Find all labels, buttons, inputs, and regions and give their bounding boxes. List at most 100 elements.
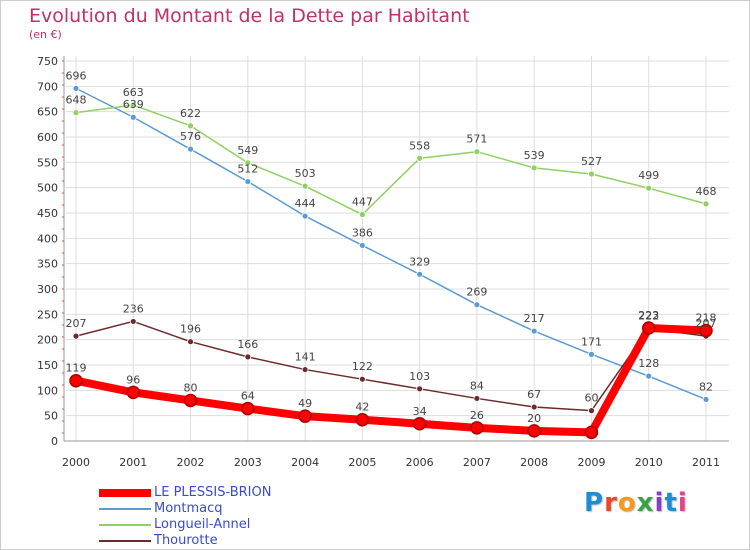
data-point — [301, 366, 309, 373]
data-label: 103 — [409, 370, 430, 383]
logo-letter: P — [584, 488, 605, 518]
data-point — [473, 148, 481, 156]
data-point — [412, 417, 427, 431]
legend-label: Montmacq — [154, 501, 223, 516]
x-tick-label: 2006 — [406, 456, 434, 469]
data-label: 222 — [638, 310, 659, 323]
data-point — [473, 301, 481, 309]
axes: 0 50 100 150 200 250 300 350 400 450 500 550 600 650 7… — [37, 55, 729, 469]
data-label: 512 — [237, 163, 258, 176]
y-tick-label: 150 — [37, 359, 58, 372]
data-label: 447 — [352, 196, 373, 209]
data-point — [241, 401, 255, 416]
legend-swatch — [99, 524, 151, 526]
data-label: 558 — [409, 139, 430, 152]
x-tick-label: 2000 — [62, 456, 90, 469]
data-label: 527 — [581, 155, 602, 168]
y-tick-label: 700 — [37, 80, 58, 93]
data-point — [702, 200, 710, 208]
data-point — [72, 332, 80, 340]
legend-label: Thourotte — [154, 533, 218, 548]
data-label: 82 — [699, 380, 713, 393]
series-group — [69, 84, 713, 440]
y-tick-label: 600 — [37, 131, 58, 144]
data-label: 80 — [184, 381, 198, 394]
data-label: 696 — [66, 69, 87, 82]
data-point — [588, 407, 595, 415]
x-tick-label: 2003 — [234, 456, 262, 469]
data-point — [645, 184, 653, 192]
data-label: 196 — [180, 323, 201, 336]
legend-label: Longueil-Annel — [154, 517, 251, 532]
data-point — [244, 353, 252, 361]
data-point — [355, 412, 370, 427]
data-label: 64 — [241, 390, 255, 403]
x-tick-label: 2004 — [291, 456, 319, 469]
data-label: 444 — [295, 197, 316, 210]
logo-letter: i — [677, 488, 688, 518]
data-label: 468 — [696, 185, 717, 198]
data-point — [473, 395, 481, 402]
data-point — [244, 159, 252, 167]
data-label: 386 — [352, 226, 373, 239]
data-label: 236 — [123, 302, 144, 315]
data-point — [699, 323, 713, 338]
data-label: 122 — [352, 360, 373, 373]
logo-letter: o — [617, 488, 637, 518]
x-tick-label: 2001 — [119, 456, 147, 469]
data-label: 119 — [66, 362, 87, 375]
x-tick-label: 2002 — [177, 456, 205, 469]
data-label: 207 — [696, 317, 717, 330]
data-label: 207 — [66, 317, 87, 330]
data-label: 663 — [123, 86, 144, 99]
data-point — [358, 242, 366, 249]
data-point — [584, 425, 599, 440]
data-point — [187, 122, 194, 130]
data-point — [298, 409, 312, 423]
y-tick-label: 650 — [37, 106, 58, 119]
data-label: 128 — [638, 357, 659, 370]
data-point — [358, 375, 366, 383]
x-tick-label: 2010 — [635, 456, 663, 469]
data-point — [416, 270, 424, 278]
data-label: 329 — [409, 255, 430, 268]
data-point — [129, 318, 137, 325]
data-label: 218 — [696, 312, 717, 325]
y-tick-label: 100 — [37, 384, 58, 397]
series-line-0 — [72, 324, 710, 437]
data-point — [129, 101, 137, 109]
data-point — [69, 373, 83, 388]
series-line-1 — [75, 87, 707, 401]
series-line-3 — [75, 320, 707, 412]
data-point — [416, 154, 424, 162]
y-tick-label: 750 — [37, 55, 58, 68]
data-point — [129, 113, 137, 121]
data-point — [527, 424, 541, 438]
chart-unit-label: (en €) — [29, 28, 62, 41]
data-label: 20 — [527, 412, 541, 425]
legend-swatch — [99, 540, 151, 542]
x-tick-label: 2011 — [692, 456, 720, 469]
data-point — [72, 109, 80, 117]
data-label: 26 — [470, 409, 484, 422]
data-point — [470, 421, 484, 435]
data-label: 503 — [295, 167, 316, 180]
data-point — [416, 385, 424, 393]
data-label: 171 — [581, 335, 602, 348]
logo-letter: x — [636, 488, 655, 518]
data-label: 622 — [180, 107, 201, 120]
data-label: 34 — [413, 405, 427, 418]
data-label: 166 — [237, 338, 258, 351]
data-point — [645, 372, 653, 380]
proxiti-logo: Proxiti — [584, 488, 688, 518]
data-label: 60 — [584, 392, 598, 405]
data-point — [358, 211, 366, 218]
data-label: 217 — [524, 312, 545, 325]
y-tick-label: 500 — [37, 182, 58, 195]
data-label: 648 — [66, 94, 87, 107]
logo-letter: t — [664, 488, 678, 518]
y-tick-label: 200 — [37, 334, 58, 347]
y-tick-label: 50 — [44, 410, 58, 423]
data-label: 141 — [295, 351, 316, 364]
